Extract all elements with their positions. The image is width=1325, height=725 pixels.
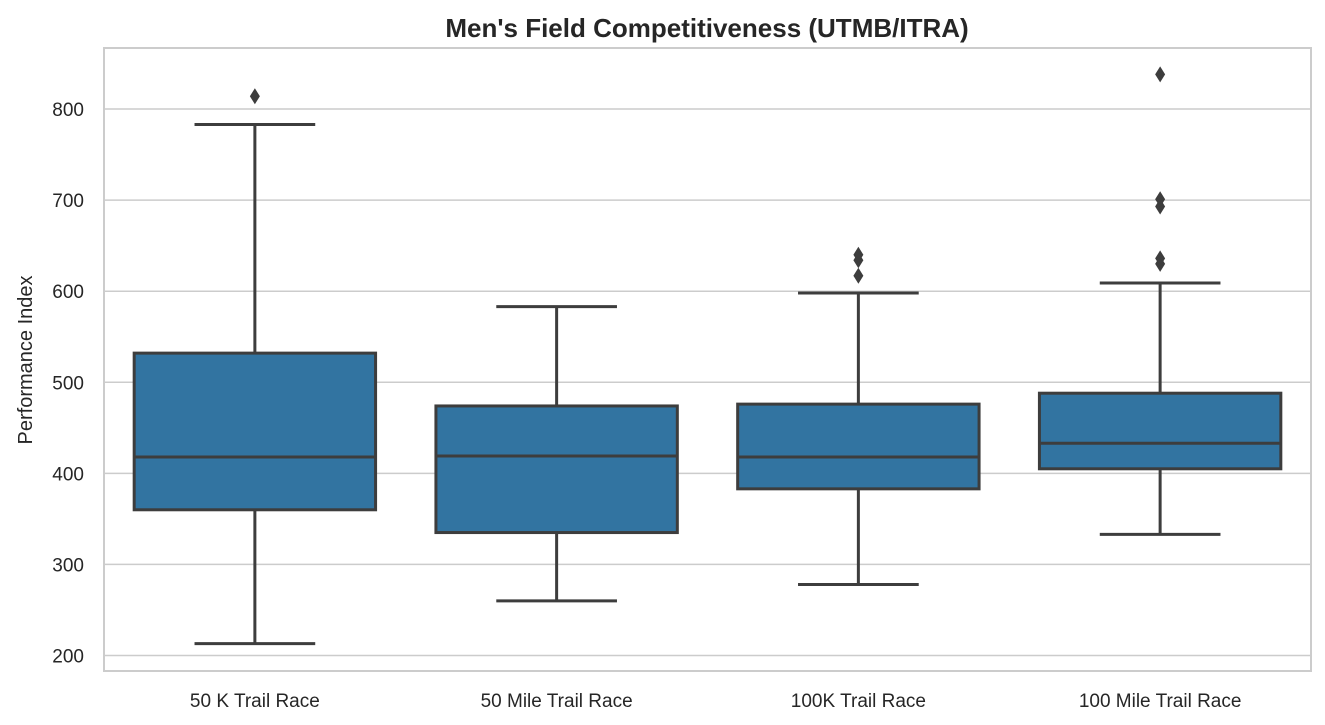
outlier-point bbox=[1155, 66, 1166, 83]
box-group-4 bbox=[1037, 66, 1283, 536]
outlier-point bbox=[1155, 191, 1166, 208]
y-tick-label-400: 400 bbox=[52, 464, 84, 485]
chart-title: Men's Field Competitiveness (UTMB/ITRA) bbox=[445, 13, 968, 43]
iqr-box bbox=[1037, 391, 1283, 471]
y-tick-label-500: 500 bbox=[52, 373, 84, 394]
iqr-box bbox=[736, 402, 981, 491]
x-tick-label-2: 50 Mile Trail Race bbox=[481, 691, 633, 712]
outlier-point bbox=[853, 267, 864, 284]
x-tick-label-3: 100K Trail Race bbox=[791, 691, 926, 712]
box-group-2 bbox=[434, 305, 679, 603]
y-tick-label-200: 200 bbox=[52, 647, 84, 668]
x-tick-label-4: 100 Mile Trail Race bbox=[1079, 691, 1242, 712]
y-tick-label-700: 700 bbox=[52, 191, 84, 212]
iqr-box bbox=[132, 351, 378, 512]
box-layer bbox=[132, 66, 1283, 646]
outlier-point bbox=[853, 246, 864, 263]
iqr-box bbox=[434, 404, 679, 535]
y-tick-label-600: 600 bbox=[52, 282, 84, 303]
plot-frame bbox=[103, 47, 1312, 672]
y-axis-label: Performance Index bbox=[15, 276, 37, 445]
box-group-3 bbox=[736, 246, 981, 586]
tick-layer: 200 300 400 500 600 700 800 50 K Trail Race 50 M… bbox=[52, 100, 1241, 712]
outlier-point bbox=[1155, 250, 1166, 267]
x-tick-label-1: 50 K Trail Race bbox=[190, 691, 320, 712]
box-group-1 bbox=[132, 88, 378, 646]
outlier-point bbox=[249, 88, 260, 105]
y-tick-label-800: 800 bbox=[52, 100, 84, 121]
y-tick-label-300: 300 bbox=[52, 555, 84, 576]
